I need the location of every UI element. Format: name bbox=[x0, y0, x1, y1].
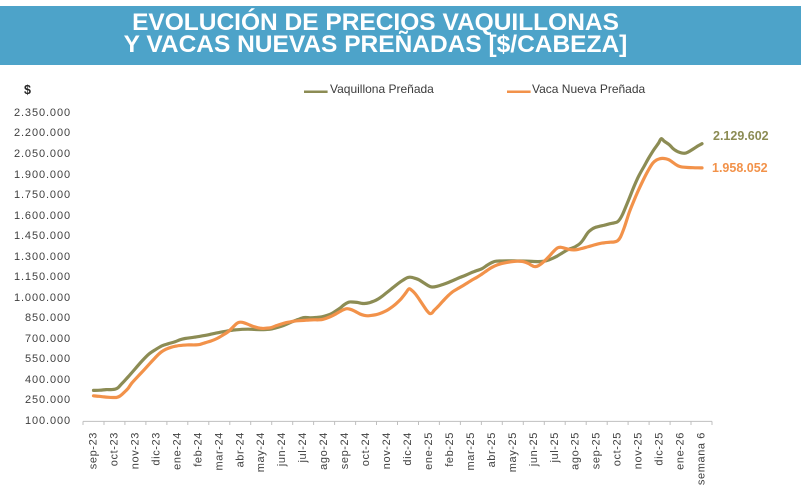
svg-text:ene-24: ene-24 bbox=[171, 432, 183, 470]
svg-text:semana 6: semana 6 bbox=[696, 432, 708, 485]
svg-text:abr-24: abr-24 bbox=[234, 432, 246, 467]
svg-text:sep-25: sep-25 bbox=[591, 432, 603, 469]
svg-text:nov-23: nov-23 bbox=[129, 432, 141, 469]
svg-text:nov-24: nov-24 bbox=[381, 432, 393, 469]
svg-text:oct-23: oct-23 bbox=[109, 432, 121, 466]
svg-text:feb-25: feb-25 bbox=[444, 432, 456, 467]
svg-text:jul-24: jul-24 bbox=[297, 432, 309, 464]
svg-text:ene-25: ene-25 bbox=[423, 432, 435, 470]
svg-text:abr-25: abr-25 bbox=[486, 432, 498, 467]
svg-text:nov-25: nov-25 bbox=[633, 432, 645, 469]
svg-text:dic-23: dic-23 bbox=[150, 432, 162, 466]
svg-text:oct-24: oct-24 bbox=[360, 432, 372, 466]
svg-text:sep-23: sep-23 bbox=[88, 432, 100, 469]
svg-text:ago-24: ago-24 bbox=[318, 432, 330, 470]
svg-text:ago-25: ago-25 bbox=[570, 432, 582, 470]
svg-text:mar-25: mar-25 bbox=[465, 432, 477, 470]
svg-text:sep-24: sep-24 bbox=[339, 432, 351, 469]
svg-text:may-24: may-24 bbox=[255, 432, 267, 472]
svg-text:feb-24: feb-24 bbox=[192, 432, 204, 467]
svg-text:dic-24: dic-24 bbox=[402, 432, 414, 466]
svg-text:mar-24: mar-24 bbox=[213, 432, 225, 470]
svg-text:jun-24: jun-24 bbox=[276, 432, 288, 467]
svg-text:dic-25: dic-25 bbox=[654, 432, 666, 466]
svg-text:jul-25: jul-25 bbox=[549, 432, 561, 464]
svg-text:jun-25: jun-25 bbox=[528, 432, 540, 467]
svg-text:ene-26: ene-26 bbox=[675, 432, 687, 470]
svg-text:may-25: may-25 bbox=[507, 432, 519, 472]
svg-text:oct-25: oct-25 bbox=[612, 432, 624, 466]
